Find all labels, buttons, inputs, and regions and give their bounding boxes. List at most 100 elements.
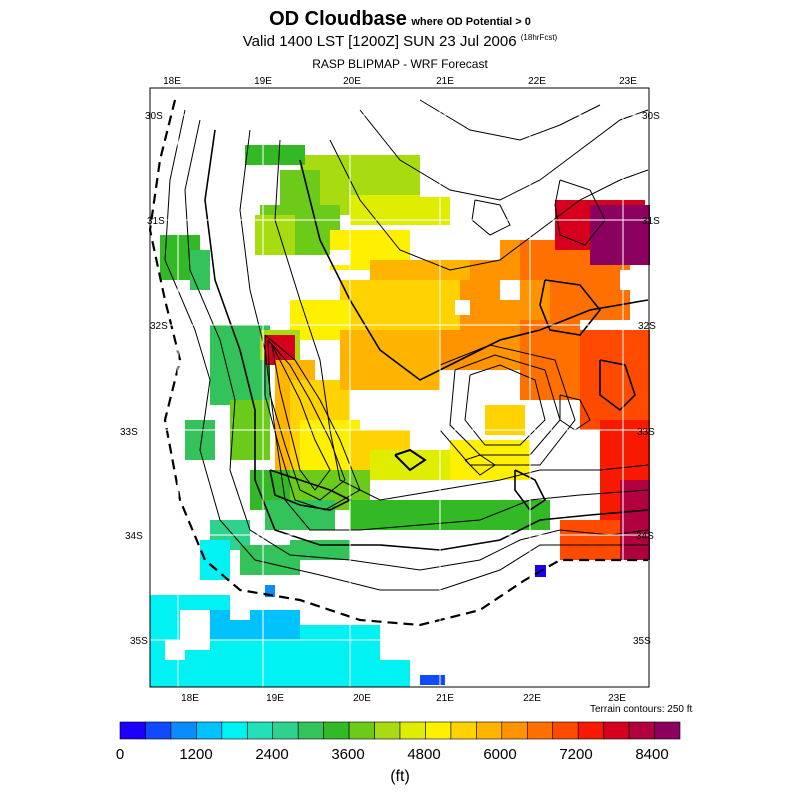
colorbar-swatch: [323, 721, 350, 740]
colorbar-swatch: [221, 721, 248, 740]
no-data-cell: [330, 250, 350, 265]
lon-label-top: 19E: [254, 76, 272, 87]
colorbar-tick-label: 8400: [635, 746, 669, 763]
forecast-hours: (18hrFcst): [520, 33, 558, 42]
lon-label-bottom: 23E: [608, 693, 626, 704]
lon-label-bottom: 22E: [523, 693, 541, 704]
terrain-contour: [394, 448, 427, 472]
colorbar-swatch: [425, 721, 452, 740]
valid-time-text: Valid 1400 LST [1200Z] SUN 23 Jul 2006: [242, 33, 517, 50]
colorbar-swatch: [501, 721, 528, 740]
colorbar-swatch: [374, 721, 401, 740]
cloudbase-cell: [620, 480, 650, 560]
colorbar-cells: [119, 721, 681, 740]
terrain-contour: [267, 339, 346, 501]
colorbar-swatch: [476, 721, 503, 740]
colorbar-swatch: [246, 721, 274, 740]
cloudbase-cell: [590, 205, 650, 265]
terrain-contour: [148, 99, 648, 627]
colorbar-swatch: [654, 721, 681, 740]
lon-label-top: 20E: [343, 76, 361, 87]
colorbar-unit: (ft): [390, 768, 410, 785]
terrain-contour: [329, 139, 649, 271]
no-data-cell: [500, 280, 520, 300]
terrain-contour: [599, 359, 636, 412]
cloudbase-cell: [370, 450, 450, 480]
lon-label-bottom: 18E: [181, 693, 199, 704]
colorbar-swatch: [603, 721, 630, 740]
colorbar-tick-label: 3600: [331, 746, 365, 763]
cloudbase-cell: [420, 675, 445, 685]
colorbar-swatch: [196, 721, 223, 740]
terrain-contour: [539, 279, 602, 336]
lat-label-right: 35S: [633, 636, 651, 647]
cloudbase-cells: [150, 87, 650, 687]
cloudbase-cell: [245, 145, 305, 165]
model-line: RASP BLIPMAP - WRF Forecast: [312, 57, 488, 71]
no-data-cell: [530, 400, 550, 420]
terrain-contour: [184, 119, 649, 571]
colorbar-tick-label: 2400: [255, 746, 289, 763]
lat-label-right: 30S: [642, 111, 660, 122]
terrain-contour: [554, 179, 606, 246]
terrain-contour: [439, 344, 576, 466]
lat-label-left: 35S: [130, 636, 148, 647]
colorbar-tick-label: 4800: [407, 746, 441, 763]
no-data-cell: [230, 600, 250, 620]
no-data-cell: [620, 270, 640, 290]
terrain-contour: [164, 109, 648, 591]
lat-label-right: 31S: [642, 216, 660, 227]
lat-label-left: 34S: [125, 531, 143, 542]
cloudbase-cell: [340, 330, 440, 390]
lon-label-top: 18E: [163, 76, 181, 87]
colorbar-swatch: [272, 721, 299, 740]
colorbar-swatch: [552, 721, 579, 740]
map-frame: [149, 87, 650, 688]
no-data-cell: [175, 300, 205, 320]
colorbar-swatch: [145, 721, 172, 740]
lon-label-top: 21E: [436, 76, 454, 87]
terrain-contour: [419, 99, 601, 141]
no-data-cell: [165, 640, 185, 660]
terrain-note: Terrain contours: 250 ft: [590, 704, 693, 715]
lat-label-left: 32S: [150, 321, 168, 332]
colorbar-swatch: [348, 721, 375, 740]
no-data-cell: [390, 400, 420, 420]
cloudbase-cell: [280, 170, 320, 210]
cloudbase-cell: [580, 330, 650, 430]
colorbar-swatch: [450, 721, 477, 740]
grid-labels: 18E 19E 20E 21E 22E 23E 18E 19E 20E 21E 22E 23E 30S 3…: [120, 76, 660, 704]
lat-lon-grid: [150, 88, 649, 687]
lon-label-top: 23E: [619, 76, 637, 87]
terrain-contour: [204, 129, 649, 551]
no-data-cell: [455, 300, 470, 315]
terrain-contour: [471, 199, 511, 236]
colorbar-tick-label: 6000: [483, 746, 517, 763]
terrain-contour: [464, 364, 546, 446]
lat-label-right: 33S: [637, 427, 655, 438]
valid-time-line: Valid 1400 LST [1200Z] SUN 23 Jul 2006 (…: [0, 33, 800, 50]
cloudbase-cell: [265, 585, 275, 597]
colorbar-tick-label: 7200: [559, 746, 593, 763]
colorbar-tick-label: 1200: [179, 746, 213, 763]
terrain-contour: [359, 109, 649, 201]
lon-label-top: 22E: [528, 76, 546, 87]
cloudbase-cell: [450, 500, 550, 530]
lat-label-right: 34S: [636, 531, 654, 542]
lat-label-left: 30S: [145, 111, 163, 122]
terrain-contour: [264, 334, 361, 511]
colorbar-swatch: [170, 721, 197, 740]
colorbar-tick-label: 0: [115, 746, 125, 763]
cloudbase-cell: [190, 250, 210, 290]
no-data-cell: [420, 87, 650, 197]
no-data-cell: [470, 240, 500, 260]
terrain-contour: [269, 469, 352, 511]
colorbar-swatch: [119, 721, 146, 740]
terrain-contour: [514, 469, 547, 512]
lat-label-left: 33S: [120, 427, 138, 438]
colorbar-swatch: [526, 721, 554, 740]
cloudbase-cell: [350, 660, 410, 687]
lon-label-bottom: 21E: [436, 693, 454, 704]
